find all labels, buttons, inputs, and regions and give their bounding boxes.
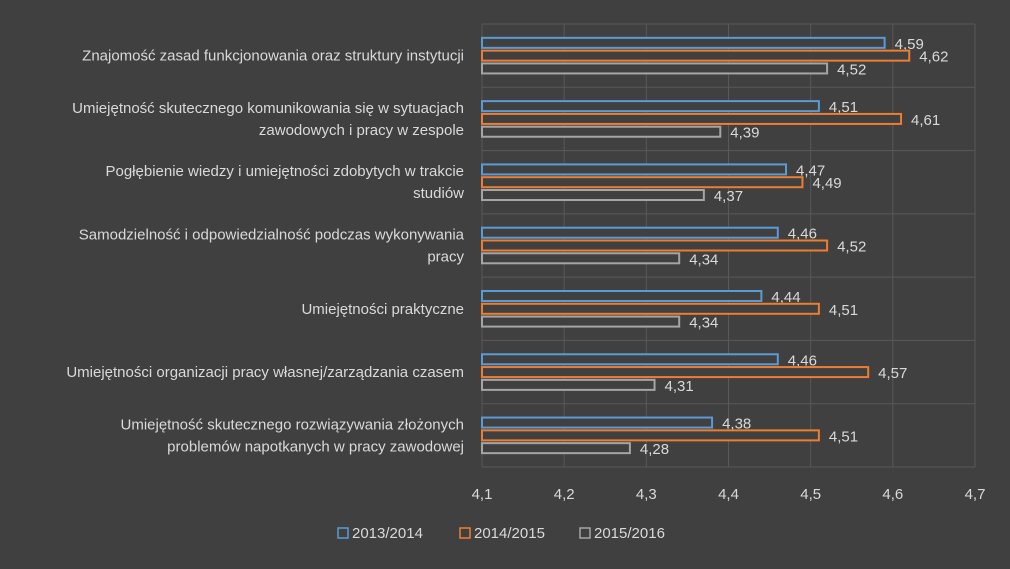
legend-swatch [337, 527, 349, 539]
data-label: 4,44 [771, 289, 800, 306]
x-tick-label: 4,4 [718, 486, 739, 503]
x-tick-label: 4,3 [636, 486, 657, 503]
data-label: 4,57 [878, 365, 907, 382]
category-label: pracy [427, 249, 464, 266]
legend-swatch [459, 527, 471, 539]
category-label: problemów napotkanych w pracy zawodowej [167, 438, 464, 455]
bar [481, 49, 911, 62]
data-label: 4,38 [722, 416, 751, 433]
data-label: 4,51 [829, 99, 858, 116]
legend-swatch [579, 527, 591, 539]
bar [481, 416, 714, 429]
category-label: Samodzielność i odpowiedzialność podczas… [79, 227, 465, 244]
legend-label: 2013/2014 [352, 525, 423, 542]
data-label: 4,31 [665, 378, 694, 395]
data-label: 4,34 [689, 315, 718, 332]
x-tick-label: 4,5 [800, 486, 821, 503]
bar [481, 366, 870, 379]
category-label: zawodowych i pracy w zespole [259, 122, 464, 139]
bar [481, 315, 681, 328]
category-label: Umiejętność skutecznego komunikowania si… [72, 100, 464, 117]
category-label: Pogłębienie wiedzy i umiejętności zdobyt… [105, 163, 464, 180]
x-tick-label: 4,2 [554, 486, 575, 503]
data-label: 4,39 [730, 125, 759, 142]
category-label: Umiejętności organizacji pracy własnej/z… [66, 364, 464, 381]
data-label: 4,47 [796, 162, 825, 179]
data-label: 4,51 [829, 302, 858, 319]
legend-label: 2014/2015 [474, 525, 545, 542]
category-label: Umiejętności praktyczne [301, 301, 464, 318]
bar [481, 302, 820, 315]
bar [481, 378, 656, 391]
category-label: studiów [413, 185, 464, 202]
data-label: 4,52 [837, 61, 866, 78]
x-tick-label: 4,6 [882, 486, 903, 503]
data-label: 4,28 [640, 441, 669, 458]
bar [481, 176, 804, 189]
bar [481, 226, 779, 239]
bar [481, 163, 788, 176]
data-label: 4,61 [911, 112, 940, 129]
data-label: 4,62 [919, 49, 948, 66]
legend-label: 2015/2016 [594, 525, 665, 542]
data-label: 4,37 [714, 188, 743, 205]
category-label: Znajomość zasad funkcjonowania oraz stru… [82, 48, 464, 65]
bar [481, 189, 705, 202]
x-tick-label: 4,7 [965, 486, 986, 503]
bar [481, 125, 722, 138]
bar [481, 289, 763, 302]
bar [481, 429, 820, 442]
data-label: 4,51 [829, 428, 858, 445]
data-label: 4,49 [812, 175, 841, 192]
bar [481, 442, 631, 455]
data-label: 4,59 [895, 36, 924, 53]
bar [481, 100, 820, 113]
data-label: 4,46 [788, 226, 817, 243]
data-label: 4,34 [689, 251, 718, 268]
bar [481, 112, 903, 125]
bar [481, 239, 829, 252]
data-label: 4,52 [837, 239, 866, 256]
x-tick-label: 4,1 [472, 486, 493, 503]
bar [481, 353, 779, 366]
bar [481, 36, 886, 49]
category-label: Umiejętność skutecznego rozwiązywania zł… [121, 416, 465, 433]
bar [481, 252, 681, 265]
data-label: 4,46 [788, 352, 817, 369]
bar [481, 62, 829, 75]
